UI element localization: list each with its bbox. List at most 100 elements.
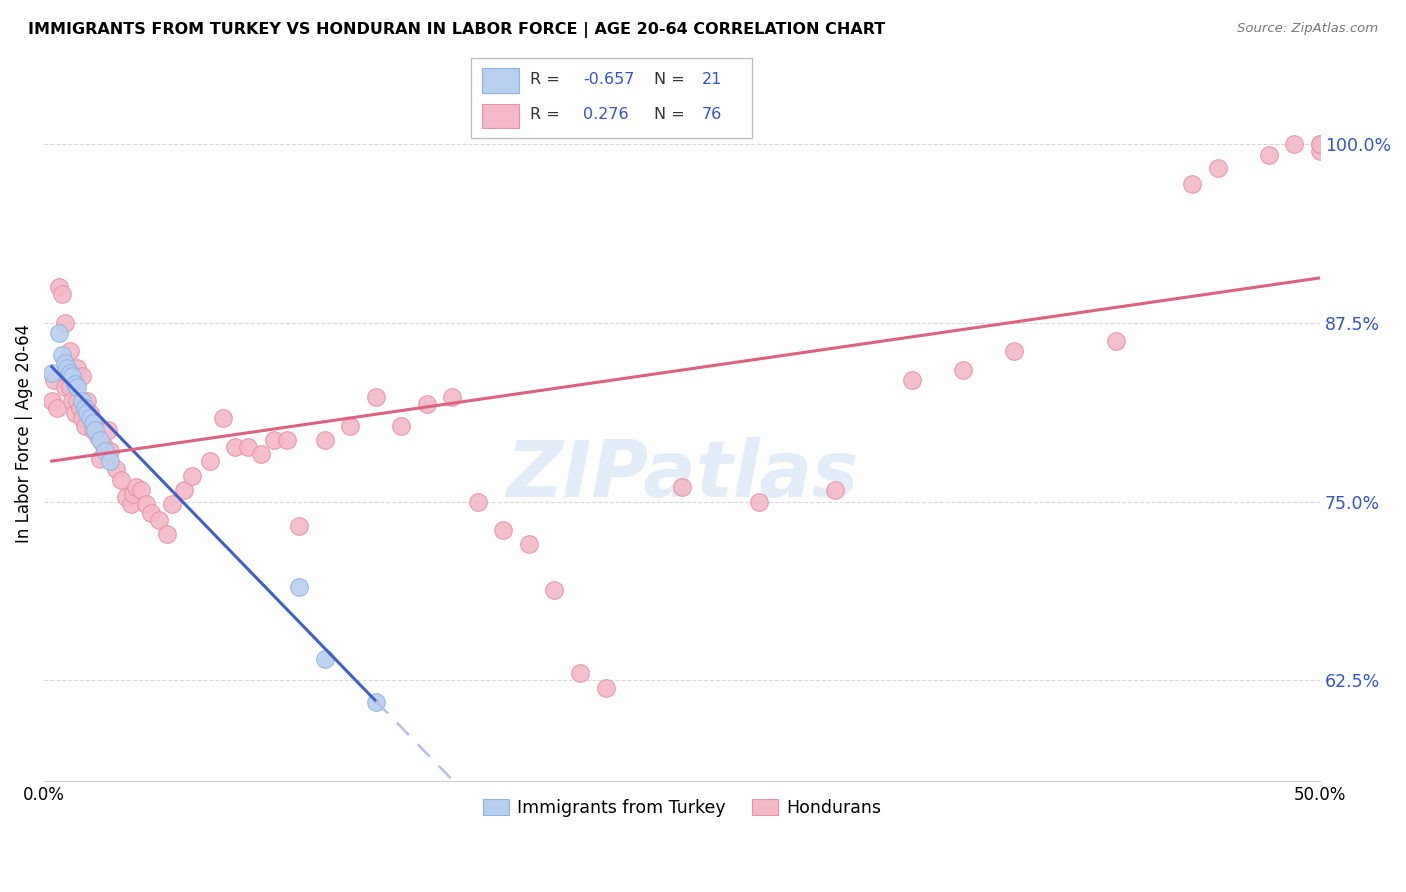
Point — [66, 394, 89, 409]
Point — [63, 377, 86, 392]
Point — [73, 401, 96, 416]
Point — [543, 583, 565, 598]
Point — [160, 497, 183, 511]
Point — [314, 433, 336, 447]
Point — [569, 666, 592, 681]
Point — [173, 483, 195, 497]
Point — [1258, 148, 1281, 162]
Point — [900, 373, 922, 387]
Point — [288, 519, 311, 533]
Point — [1284, 136, 1306, 151]
Point — [66, 361, 89, 376]
Point — [86, 430, 108, 444]
Point — [56, 361, 79, 376]
Point — [122, 487, 145, 501]
Point — [84, 423, 107, 437]
Point — [364, 390, 387, 404]
Text: N =: N = — [654, 72, 690, 87]
Text: 21: 21 — [702, 72, 721, 87]
Point — [250, 447, 273, 461]
Point — [125, 480, 148, 494]
Text: R =: R = — [530, 107, 565, 121]
Point — [76, 394, 98, 409]
Point — [364, 695, 387, 709]
Text: 76: 76 — [702, 107, 721, 121]
Point — [517, 537, 540, 551]
Point — [72, 411, 94, 425]
Point — [51, 287, 73, 301]
Point — [1309, 136, 1331, 151]
Point — [1309, 144, 1331, 158]
Point — [1206, 161, 1229, 175]
Point — [84, 416, 107, 430]
Point — [952, 363, 974, 377]
Point — [72, 394, 94, 409]
Point — [492, 523, 515, 537]
Text: ZIPatlas: ZIPatlas — [506, 437, 858, 513]
Point — [263, 433, 285, 447]
Point — [467, 494, 489, 508]
Point — [100, 454, 122, 468]
Point — [276, 433, 298, 447]
Point — [198, 454, 221, 468]
Point — [59, 380, 82, 394]
Point — [59, 344, 82, 359]
Point — [66, 380, 89, 394]
Point — [56, 366, 79, 380]
Point — [41, 394, 63, 409]
Point — [60, 368, 83, 383]
Point — [181, 468, 204, 483]
Point — [148, 513, 170, 527]
Point — [1105, 334, 1128, 348]
Point — [60, 394, 83, 409]
Point — [1309, 136, 1331, 151]
Point — [53, 380, 76, 394]
Point — [441, 390, 464, 404]
Point — [114, 490, 136, 504]
Point — [44, 373, 66, 387]
Y-axis label: In Labor Force | Age 20-64: In Labor Force | Age 20-64 — [15, 324, 32, 543]
Point — [48, 326, 70, 340]
Point — [224, 440, 246, 454]
Point — [82, 416, 104, 430]
Point — [72, 368, 94, 383]
Bar — [482, 69, 519, 93]
Point — [748, 494, 770, 508]
Point — [53, 316, 76, 330]
Point — [69, 401, 91, 416]
Point — [89, 433, 111, 447]
Legend: Immigrants from Turkey, Hondurans: Immigrants from Turkey, Hondurans — [475, 792, 889, 824]
Point — [155, 527, 177, 541]
Text: IMMIGRANTS FROM TURKEY VS HONDURAN IN LABOR FORCE | AGE 20-64 CORRELATION CHART: IMMIGRANTS FROM TURKEY VS HONDURAN IN LA… — [28, 22, 886, 38]
Point — [129, 483, 152, 497]
Point — [389, 418, 412, 433]
Bar — [482, 103, 519, 128]
Point — [63, 406, 86, 420]
Point — [211, 411, 233, 425]
Point — [339, 418, 361, 433]
Point — [41, 366, 63, 380]
Point — [120, 497, 142, 511]
Point — [79, 411, 101, 425]
Point — [238, 440, 260, 454]
Point — [1181, 177, 1204, 191]
Point — [97, 423, 120, 437]
Point — [63, 373, 86, 387]
Point — [135, 497, 157, 511]
Point — [51, 349, 73, 363]
Point — [73, 418, 96, 433]
Point — [59, 366, 82, 380]
Text: -0.657: -0.657 — [583, 72, 636, 87]
Point — [89, 451, 111, 466]
Point — [416, 397, 439, 411]
Point — [141, 506, 163, 520]
Text: Source: ZipAtlas.com: Source: ZipAtlas.com — [1237, 22, 1378, 36]
Point — [110, 473, 132, 487]
Point — [76, 406, 98, 420]
Point — [671, 480, 693, 494]
Point — [824, 483, 846, 497]
Point — [91, 437, 114, 451]
Text: 0.276: 0.276 — [583, 107, 628, 121]
Point — [45, 401, 67, 416]
Point — [595, 681, 617, 695]
